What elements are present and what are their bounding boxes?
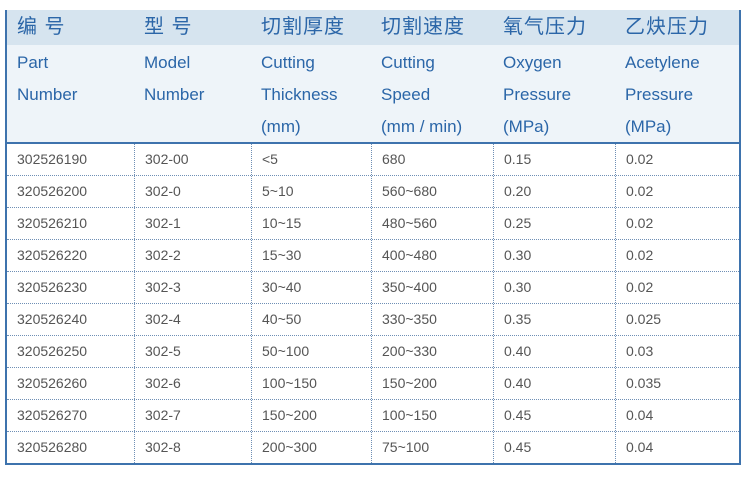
table-row: 320526210 302-1 10~15 480~560 0.25 0.02	[7, 207, 739, 239]
cell-speed: 100~150	[371, 400, 493, 431]
cell-speed: 480~560	[371, 208, 493, 239]
cell-model-number: 302-4	[134, 304, 251, 335]
cell-oxygen-pressure: 0.40	[493, 336, 615, 367]
cell-acetylene-pressure: 0.02	[615, 176, 739, 207]
cell-oxygen-pressure: 0.30	[493, 272, 615, 303]
cell-oxygen-pressure: 0.25	[493, 208, 615, 239]
header-part-number-en: Part Number	[17, 53, 78, 104]
cell-part-number: 320526280	[17, 439, 88, 455]
header-thickness-en: Cutting Thickness (mm)	[261, 53, 338, 136]
header-speed-zh: 切割速度	[381, 16, 465, 38]
cell-part-number: 320526250	[17, 343, 88, 359]
cell-part-number: 302526190	[17, 151, 88, 167]
cell-model-number: 302-6	[134, 368, 251, 399]
header-oxygen-en: Oxygen Pressure (MPa)	[503, 53, 572, 136]
cell-oxygen-pressure: 0.45	[493, 432, 615, 463]
cell-oxygen-pressure: 0.35	[493, 304, 615, 335]
cell-model-number: 302-7	[134, 400, 251, 431]
header-oxygen-zh: 氧气压力	[503, 16, 587, 38]
cell-part-number: 320526200	[17, 183, 88, 199]
header-model-number-en: Model Number	[144, 53, 205, 104]
header-model-number-zh: 型 号	[144, 16, 193, 38]
cell-model-number: 302-2	[134, 240, 251, 271]
header-row-chinese: 编 号 型 号 切割厚度 切割速度 氧气压力 乙炔压力	[7, 10, 739, 45]
cell-thickness: 200~300	[251, 432, 371, 463]
cell-acetylene-pressure: 0.04	[615, 432, 739, 463]
cell-part-number: 320526270	[17, 407, 88, 423]
cell-acetylene-pressure: 0.025	[615, 304, 739, 335]
cell-model-number: 302-0	[134, 176, 251, 207]
cell-thickness: 50~100	[251, 336, 371, 367]
table-body: 302526190 302-00 <5 680 0.15 0.02 320526200 302…	[7, 144, 739, 463]
cell-model-number: 302-3	[134, 272, 251, 303]
table-row: 320526280 302-8 200~300 75~100 0.45 0.04	[7, 431, 739, 463]
table-row: 320526250 302-5 50~100 200~330 0.40 0.03	[7, 335, 739, 367]
cell-speed: 75~100	[371, 432, 493, 463]
header-speed-en: Cutting Speed (mm / min)	[381, 53, 463, 136]
cell-part-number: 320526210	[17, 215, 88, 231]
cell-acetylene-pressure: 0.02	[615, 208, 739, 239]
cell-thickness: 30~40	[251, 272, 371, 303]
header-thickness-zh: 切割厚度	[261, 16, 345, 38]
cell-thickness: 40~50	[251, 304, 371, 335]
cell-acetylene-pressure: 0.02	[615, 272, 739, 303]
cell-acetylene-pressure: 0.03	[615, 336, 739, 367]
cell-model-number: 302-1	[134, 208, 251, 239]
cell-oxygen-pressure: 0.45	[493, 400, 615, 431]
cell-model-number: 302-5	[134, 336, 251, 367]
cell-speed: 350~400	[371, 272, 493, 303]
cell-oxygen-pressure: 0.40	[493, 368, 615, 399]
table-row: 320526270 302-7 150~200 100~150 0.45 0.04	[7, 399, 739, 431]
cell-acetylene-pressure: 0.02	[615, 240, 739, 271]
cell-speed: 330~350	[371, 304, 493, 335]
cell-oxygen-pressure: 0.20	[493, 176, 615, 207]
header-acetylene-en: Acetylene Pressure (MPa)	[625, 53, 700, 136]
specs-table: 编 号 型 号 切割厚度 切割速度 氧气压力 乙炔压力 Part Number …	[5, 10, 741, 465]
cell-acetylene-pressure: 0.04	[615, 400, 739, 431]
cell-part-number: 320526260	[17, 375, 88, 391]
cell-acetylene-pressure: 0.035	[615, 368, 739, 399]
header-row-english: Part Number Model Number Cutting Thickne…	[7, 45, 739, 144]
cell-thickness: 150~200	[251, 400, 371, 431]
cell-thickness: 5~10	[251, 176, 371, 207]
table-row: 320526230 302-3 30~40 350~400 0.30 0.02	[7, 271, 739, 303]
cell-thickness: 10~15	[251, 208, 371, 239]
cell-thickness: 15~30	[251, 240, 371, 271]
cell-oxygen-pressure: 0.30	[493, 240, 615, 271]
table-row: 302526190 302-00 <5 680 0.15 0.02	[7, 144, 739, 175]
cell-speed: 560~680	[371, 176, 493, 207]
cell-part-number: 320526230	[17, 279, 88, 295]
table-row: 320526200 302-0 5~10 560~680 0.20 0.02	[7, 175, 739, 207]
cell-thickness: 100~150	[251, 368, 371, 399]
cell-speed: 400~480	[371, 240, 493, 271]
cell-speed: 200~330	[371, 336, 493, 367]
cell-oxygen-pressure: 0.15	[493, 144, 615, 175]
header-acetylene-zh: 乙炔压力	[625, 16, 709, 38]
table-row: 320526260 302-6 100~150 150~200 0.40 0.035	[7, 367, 739, 399]
cell-part-number: 320526220	[17, 247, 88, 263]
header-part-number-zh: 编 号	[17, 16, 66, 38]
table-row: 320526240 302-4 40~50 330~350 0.35 0.025	[7, 303, 739, 335]
cell-model-number: 302-00	[134, 144, 251, 175]
cell-speed: 680	[371, 144, 493, 175]
table-row: 320526220 302-2 15~30 400~480 0.30 0.02	[7, 239, 739, 271]
cell-speed: 150~200	[371, 368, 493, 399]
cell-model-number: 302-8	[134, 432, 251, 463]
cell-acetylene-pressure: 0.02	[615, 144, 739, 175]
cell-thickness: <5	[251, 144, 371, 175]
cell-part-number: 320526240	[17, 311, 88, 327]
